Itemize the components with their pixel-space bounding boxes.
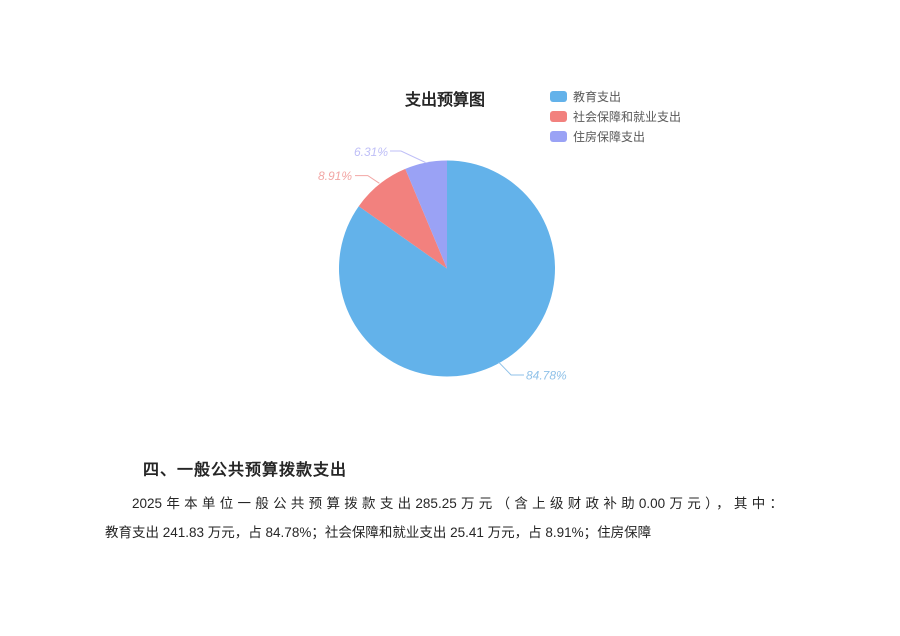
- svg-text:6.31%: 6.31%: [354, 145, 388, 159]
- svg-text:8.91%: 8.91%: [318, 169, 352, 183]
- svg-text:84.78%: 84.78%: [526, 369, 567, 383]
